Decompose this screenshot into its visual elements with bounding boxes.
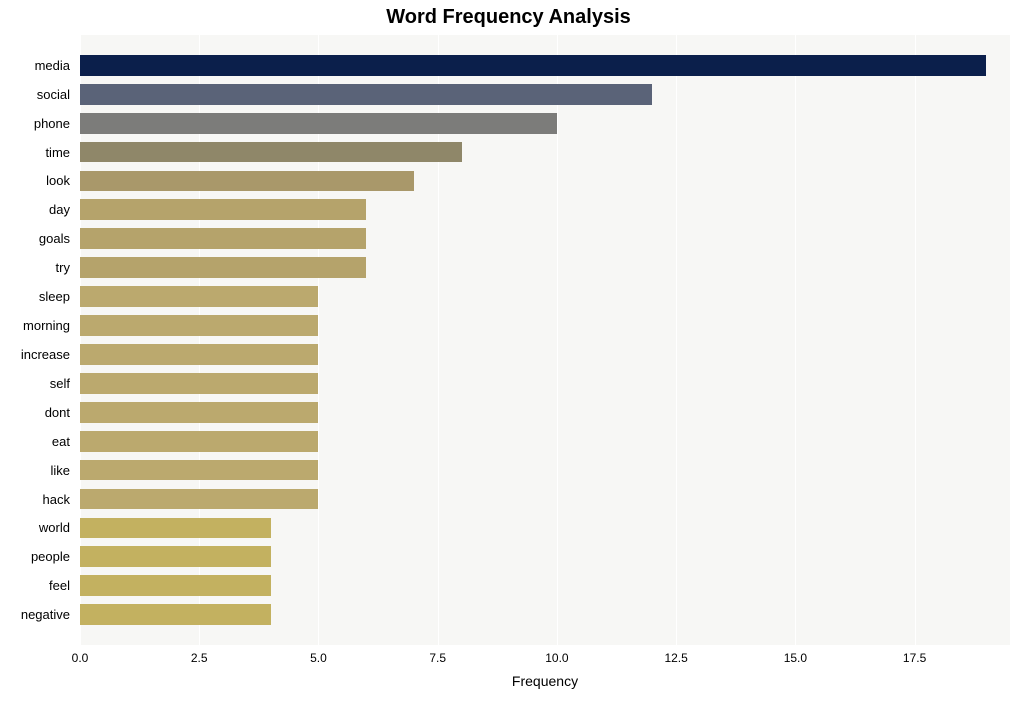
bar — [80, 171, 414, 192]
x-axis-title: Frequency — [80, 673, 1010, 689]
x-tick-label: 2.5 — [191, 651, 208, 665]
y-tick-label: try — [0, 260, 70, 275]
y-tick-label: negative — [0, 607, 70, 622]
bar — [80, 257, 366, 278]
bar — [80, 142, 462, 163]
bar — [80, 431, 318, 452]
y-tick-label: feel — [0, 578, 70, 593]
x-tick-label: 0.0 — [72, 651, 89, 665]
y-tick-label: media — [0, 58, 70, 73]
bar — [80, 113, 557, 134]
y-tick-label: world — [0, 520, 70, 535]
y-tick-label: goals — [0, 231, 70, 246]
bar — [80, 286, 318, 307]
y-tick-label: phone — [0, 116, 70, 131]
bar — [80, 546, 271, 567]
bar — [80, 228, 366, 249]
bar — [80, 402, 318, 423]
bar — [80, 199, 366, 220]
grid-line — [915, 35, 916, 645]
y-tick-label: hack — [0, 492, 70, 507]
x-tick-label: 7.5 — [429, 651, 446, 665]
bar — [80, 575, 271, 596]
y-tick-label: self — [0, 376, 70, 391]
y-tick-label: social — [0, 87, 70, 102]
y-tick-label: like — [0, 463, 70, 478]
x-tick-label: 15.0 — [784, 651, 807, 665]
y-tick-label: increase — [0, 347, 70, 362]
y-tick-label: dont — [0, 405, 70, 420]
y-tick-label: look — [0, 173, 70, 188]
y-tick-label: day — [0, 202, 70, 217]
plot-area — [80, 35, 1010, 645]
bar — [80, 84, 652, 105]
bar — [80, 344, 318, 365]
bar — [80, 460, 318, 481]
bar — [80, 315, 318, 336]
x-tick-label: 10.0 — [545, 651, 568, 665]
x-tick-label: 17.5 — [903, 651, 926, 665]
chart-title: Word Frequency Analysis — [0, 6, 1017, 29]
grid-line — [676, 35, 677, 645]
bar — [80, 518, 271, 539]
bar — [80, 55, 986, 76]
bar — [80, 373, 318, 394]
y-tick-label: eat — [0, 434, 70, 449]
x-tick-label: 5.0 — [310, 651, 327, 665]
y-tick-label: morning — [0, 318, 70, 333]
y-tick-label: people — [0, 549, 70, 564]
y-tick-label: sleep — [0, 289, 70, 304]
y-tick-label: time — [0, 145, 70, 160]
bar — [80, 604, 271, 625]
bar — [80, 489, 318, 510]
chart-container: Word Frequency Analysis Frequency 0.0 2.5… — [0, 0, 1017, 701]
x-tick-label: 12.5 — [664, 651, 687, 665]
grid-line — [557, 35, 558, 645]
grid-line — [795, 35, 796, 645]
